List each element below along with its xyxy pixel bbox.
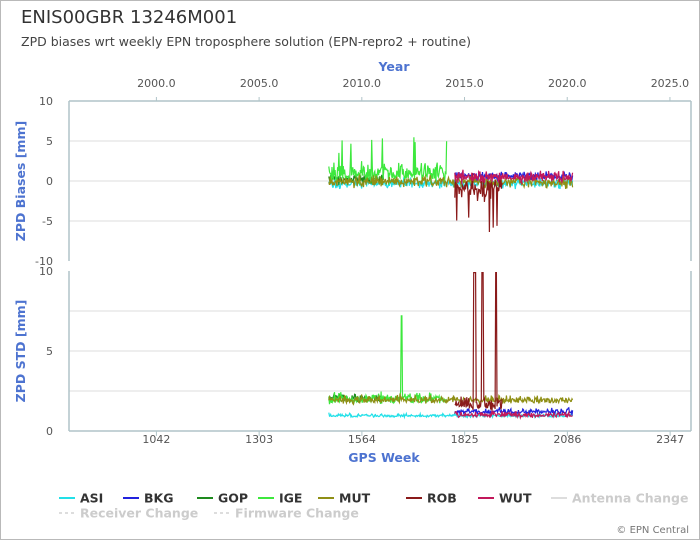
top-axis-title: Year — [378, 59, 411, 74]
x-axis-tick-label: 1564 — [348, 433, 376, 446]
chart-subtitle: ZPD biases wrt weekly EPN troposphere so… — [21, 34, 472, 49]
top-axis-tick-label: 2000.0 — [137, 77, 176, 90]
legend-item-firmware-change: Firmware Change — [235, 506, 359, 521]
legend-item-rob: ROB — [427, 491, 457, 506]
y-tick-label: 10 — [39, 265, 53, 278]
y-tick-label: 0 — [46, 425, 53, 438]
chart-title: ENIS00GBR 13246M001 — [21, 7, 238, 28]
top-axis-tick-label: 2015.0 — [445, 77, 484, 90]
credit-text: © EPN Central — [616, 525, 689, 536]
x-axis-tick-label: 2086 — [553, 433, 581, 446]
y-tick-label: 5 — [46, 135, 53, 148]
top-axis-tick-label: 2005.0 — [240, 77, 279, 90]
y-tick-label: 0 — [46, 175, 53, 188]
series-line-bias-mut — [328, 173, 574, 190]
series-line-bias-rob — [454, 173, 503, 233]
series-line-bias-ige — [328, 137, 448, 185]
x-axis-tick-label: 2347 — [656, 433, 684, 446]
y-axis-title: ZPD Biases [mm] — [13, 121, 28, 241]
legend-item-bkg: BKG — [144, 491, 173, 506]
series-line-std-rob — [454, 272, 503, 411]
legend-item-receiver-change: Receiver Change — [80, 506, 198, 521]
x-axis-tick-label: 1303 — [245, 433, 273, 446]
y-tick-label: 10 — [39, 95, 53, 108]
legend-item-ige: IGE — [279, 491, 302, 506]
x-axis-tick-label: 1825 — [451, 433, 479, 446]
y-tick-label: 5 — [46, 345, 53, 358]
x-axis-tick-label: 1042 — [142, 433, 170, 446]
series-line-bias-wut — [454, 169, 574, 185]
y-axis-title: ZPD STD [mm] — [13, 300, 28, 403]
x-axis-title: GPS Week — [348, 450, 420, 465]
legend-item-antenna-change: Antenna Change — [572, 491, 688, 506]
series-line-std-wut — [454, 410, 573, 421]
y-tick-label: -10 — [35, 255, 53, 268]
legend-item-wut: WUT — [499, 491, 532, 506]
series-line-std-mut — [328, 393, 574, 406]
legend-item-gop: GOP — [218, 491, 248, 506]
chart-plot: 2000.0 2005.0 2010.0 2015.0 2020.0 2025.0 Year… — [13, 59, 692, 465]
top-axis-tick-label: 2025.0 — [651, 77, 690, 90]
top-axis-tick-label: 2010.0 — [343, 77, 382, 90]
legend-item-mut: MUT — [339, 491, 371, 506]
legend-item-asi: ASI — [80, 491, 103, 506]
top-axis-tick-label: 2020.0 — [548, 77, 587, 90]
y-tick-label: -5 — [42, 215, 53, 228]
series-line-std-bkg — [454, 406, 574, 417]
